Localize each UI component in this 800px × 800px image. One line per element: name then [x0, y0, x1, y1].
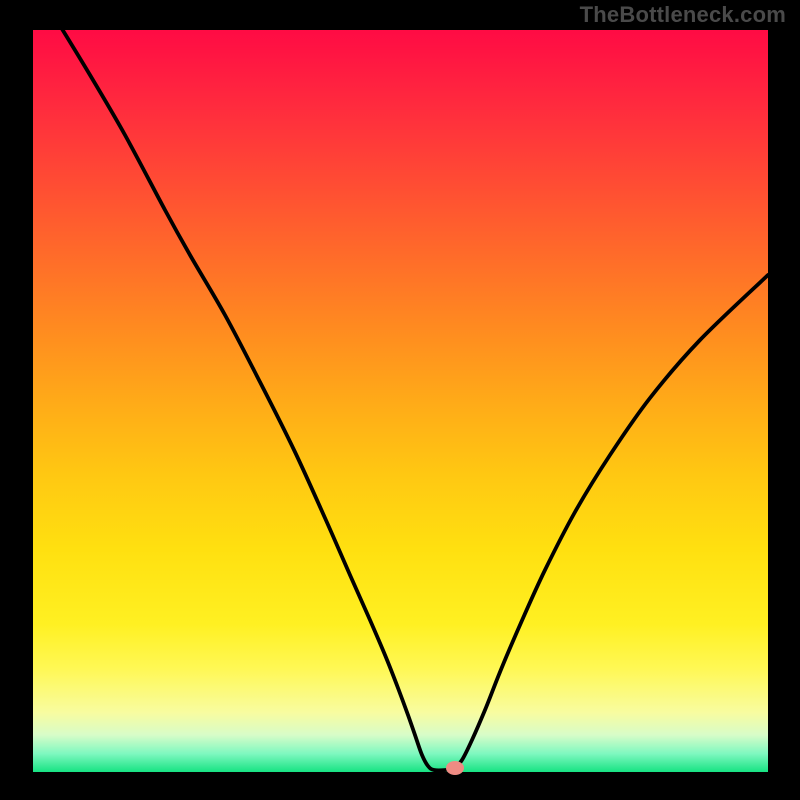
- minimum-marker: [446, 761, 464, 775]
- watermark-text: TheBottleneck.com: [580, 2, 786, 28]
- bottleneck-curve: [59, 24, 768, 770]
- curve-layer: [0, 0, 800, 800]
